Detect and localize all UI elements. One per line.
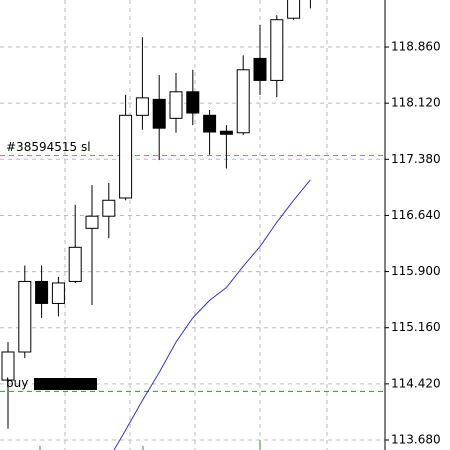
- plot-area: [0, 0, 385, 450]
- candle-body: [236, 69, 250, 134]
- candle-body: [253, 57, 267, 81]
- y-tick-label: 117.380: [391, 152, 441, 166]
- level-label: buy: [6, 376, 28, 390]
- moving-average-line: [113, 179, 311, 450]
- level-label: #38594515 sl: [6, 140, 91, 154]
- candle-body: [203, 114, 217, 133]
- candle-body: [68, 246, 82, 282]
- candle-body: [287, 0, 301, 19]
- y-tick-label: 115.900: [391, 264, 441, 278]
- order-box: [34, 378, 97, 390]
- candle-body: [135, 97, 149, 116]
- candle-body: [270, 19, 284, 81]
- candle-body: [85, 215, 99, 229]
- candle-body: [51, 282, 65, 304]
- candle-body: [186, 91, 200, 114]
- bottom-marks: [39, 440, 261, 450]
- y-tick-label: 118.860: [391, 40, 441, 54]
- y-tick-label: 116.640: [391, 208, 441, 222]
- candle-body: [1, 351, 15, 381]
- y-tick-label: 114.420: [391, 376, 441, 390]
- y-tick-label: 115.160: [391, 320, 441, 334]
- candle-body: [102, 199, 116, 217]
- candle-body: [18, 280, 32, 353]
- candle-body: [119, 114, 133, 199]
- y-axis-labels: 113.680 114.420 115.160 115.900 116.640 117.3…: [385, 40, 441, 446]
- y-tick-label: 113.680: [391, 432, 441, 446]
- y-tick-label: 118.120: [391, 96, 441, 110]
- candle-body: [35, 280, 49, 304]
- candle-body: [219, 130, 233, 135]
- candle-body: [169, 91, 183, 119]
- candle-body: [152, 98, 166, 129]
